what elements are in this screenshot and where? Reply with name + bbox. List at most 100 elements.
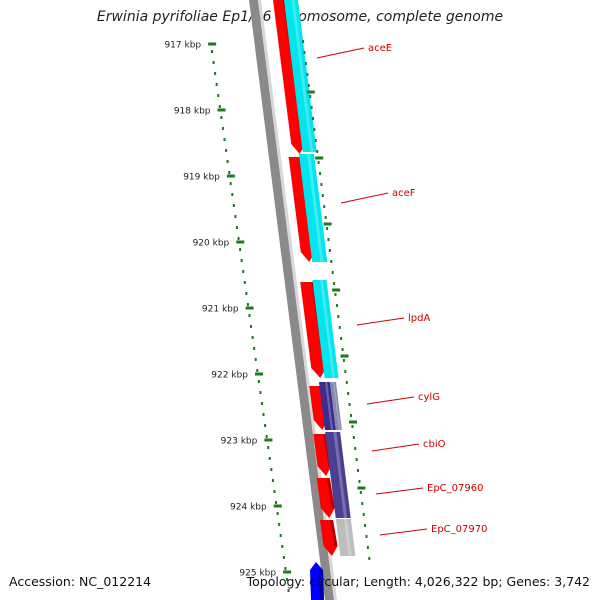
outer-dot — [342, 359, 345, 362]
tick-dot — [220, 116, 223, 119]
tick-major — [226, 174, 235, 178]
outer-dot — [330, 260, 333, 263]
tick-major — [273, 504, 282, 508]
cds-arrow — [300, 282, 327, 378]
outer-dot — [328, 249, 331, 252]
outer-dot — [358, 480, 361, 483]
gene-features — [273, 0, 356, 600]
tick-dot — [246, 303, 249, 306]
tick-dot — [232, 204, 235, 207]
outer-dot — [314, 139, 317, 142]
outer-tick — [340, 354, 349, 358]
tick-dot — [271, 479, 274, 482]
outer-dot — [307, 84, 310, 87]
outer-dot — [317, 161, 320, 164]
tick-dot — [225, 149, 228, 152]
outer-dot — [354, 447, 357, 450]
outer-dot — [319, 172, 322, 175]
gene-leader-line — [375, 487, 424, 495]
tick-dot — [270, 468, 273, 471]
tick-marks: 917 kbp 918 kbp 919 kbp 920 kbp 921 kbp 922 k… — [164, 41, 292, 579]
tick-dot — [251, 336, 254, 339]
cog-bar-gray-shine — [333, 382, 341, 430]
cog-bar-cyan — [298, 154, 328, 262]
outer-dot — [304, 62, 307, 65]
outer-tick — [315, 156, 324, 160]
tick-dot — [259, 391, 262, 394]
cds-arrow-shade — [330, 520, 338, 546]
tick-label: 924 kbp — [230, 503, 267, 513]
gene-leader-line — [371, 443, 420, 452]
outer-dot — [338, 326, 341, 329]
tick-dot — [210, 50, 213, 53]
outer-tick — [349, 420, 358, 424]
outer-dot — [333, 282, 336, 285]
gene-leader-line — [340, 192, 389, 204]
tick-dot — [281, 545, 284, 548]
tick-dot — [229, 182, 232, 185]
outer-dot — [311, 117, 314, 120]
tick-label: 922 kbp — [211, 371, 248, 381]
tick-dot — [254, 358, 257, 361]
tick-dot — [279, 534, 282, 537]
outer-dot — [357, 469, 360, 472]
outer-tick — [323, 222, 332, 226]
tick-dot — [242, 270, 245, 273]
cog-bar-cyan — [312, 280, 339, 378]
gene-leader-line — [316, 47, 365, 59]
cog-bar-navy-shine — [325, 382, 334, 430]
outer-dot — [340, 337, 343, 340]
reverse-cds-shade — [319, 570, 324, 600]
outer-dot — [302, 40, 305, 43]
cog-bar-gray — [329, 382, 342, 430]
tick-dot — [264, 424, 267, 427]
tick-dot — [215, 83, 218, 86]
outer-dot — [359, 491, 362, 494]
outer-dot — [351, 425, 354, 428]
cog-bar-cyan-shine — [307, 154, 324, 262]
tick-dot — [260, 402, 263, 405]
backbone-segment — [249, 0, 334, 600]
cog-bar-cyan — [284, 0, 317, 152]
tick-dot — [287, 589, 290, 592]
outer-dot — [341, 348, 344, 351]
outer-dot — [362, 513, 365, 516]
outer-dot — [347, 392, 350, 395]
tick-dot — [235, 226, 238, 229]
outer-dot — [355, 458, 358, 461]
outer-dot — [337, 315, 340, 318]
tick-major — [217, 108, 226, 112]
tick-dot — [267, 446, 270, 449]
outer-dot — [321, 194, 324, 197]
tick-dot — [237, 237, 240, 240]
gene-leader-line — [356, 317, 405, 326]
tick-dot — [228, 171, 231, 174]
tick-dot — [268, 457, 271, 460]
cog-bar-gray — [335, 519, 356, 556]
tick-dot — [250, 325, 253, 328]
tick-dot — [257, 380, 260, 383]
tick-dot — [234, 215, 237, 218]
gene-leader-line — [366, 396, 415, 405]
cog-bar-purple — [325, 432, 351, 518]
cog-bar-cyan-shine — [291, 0, 314, 152]
gene-label: aceE — [368, 43, 392, 54]
tick-label: 921 kbp — [202, 305, 239, 315]
tick-dot — [240, 259, 243, 262]
gene-label: EpC_07970 — [431, 524, 487, 535]
tick-label: 918 kbp — [174, 107, 211, 117]
outer-dot — [368, 557, 371, 560]
cog-bar-cyan-shine — [320, 280, 335, 378]
outer-dot — [323, 205, 326, 208]
tick-major — [236, 240, 245, 244]
gene-label: lpdA — [408, 313, 430, 324]
tick-dot — [214, 72, 217, 75]
tick-major — [264, 438, 273, 442]
outer-dot — [313, 128, 316, 131]
cds-arrow-shade — [326, 478, 335, 508]
tick-dot — [248, 314, 251, 317]
gene-label: aceF — [392, 188, 416, 199]
outer-dot — [352, 436, 355, 439]
tick-dot — [218, 105, 221, 108]
